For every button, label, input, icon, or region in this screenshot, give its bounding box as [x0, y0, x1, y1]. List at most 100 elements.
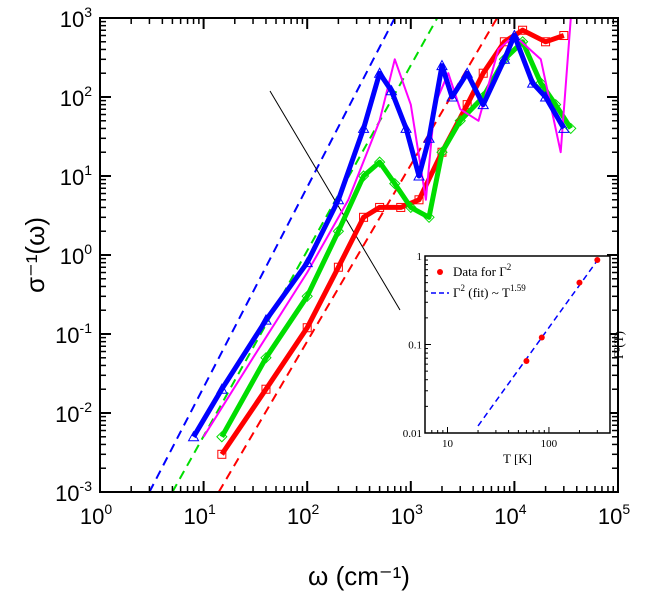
green-point [357, 170, 370, 182]
legend-fit-tail: (fit) ~ T [465, 285, 510, 300]
x-tick-exp: 0 [104, 501, 112, 517]
x-tick-label: 103 [391, 501, 423, 529]
red-point [518, 25, 528, 35]
inset-y-tick-label: 1 [417, 251, 423, 263]
inset-y-tick-label: 0.01 [403, 428, 422, 440]
green-point [301, 290, 313, 303]
y-tick-exp: -2 [80, 399, 93, 415]
y-tick-base: 10 [60, 244, 84, 269]
y-tick-exp: 0 [84, 241, 92, 257]
red-point [375, 202, 385, 212]
legend-data-sup: 2 [507, 262, 512, 272]
red-point [302, 323, 312, 333]
y-tick-exp: 2 [84, 83, 92, 99]
inset-data-point [576, 279, 583, 286]
x-axis-title: ω (cm⁻¹) [308, 561, 410, 591]
x-tick-exp: 5 [622, 501, 630, 517]
legend-data-marker [437, 269, 443, 275]
x-tick-exp: 3 [415, 501, 423, 517]
x-tick-base: 10 [391, 504, 415, 529]
blue-point [446, 90, 458, 102]
y-tick-exp: -3 [80, 478, 93, 494]
x-tick-label: 100 [80, 501, 112, 529]
blue-point [539, 90, 552, 102]
y-tick-exp: 3 [84, 4, 92, 20]
y-tick-label: 100 [60, 241, 92, 269]
red-point [462, 100, 472, 110]
blue-point [477, 98, 490, 110]
green-point [454, 115, 466, 127]
blue-point [373, 67, 386, 78]
inset-y-tick-label: 0.1 [408, 340, 422, 352]
green-point [565, 122, 577, 135]
inset-data-point [594, 257, 601, 264]
red-point [414, 195, 424, 205]
x-tick-label: 102 [287, 501, 319, 529]
green-point [436, 146, 448, 158]
blue-point [215, 383, 228, 394]
main-plot: 100 101 102 103 104 10510-310-210-11001011021… [20, 4, 630, 591]
y-tick-base: 10 [55, 323, 79, 348]
x-tick-base: 10 [183, 504, 207, 529]
blue-point [260, 314, 272, 325]
inset-data-point [523, 358, 530, 365]
legend-fit-label: Γ2 (fit) ~ T1.59 [453, 283, 526, 300]
blue-point [498, 53, 511, 64]
red-point [396, 202, 406, 212]
x-tick-base: 10 [598, 504, 622, 529]
y-tick-base: 10 [55, 402, 79, 427]
legend-fit-exp: 1.59 [510, 283, 526, 293]
inset-data-point [538, 334, 545, 341]
blue-point [332, 193, 345, 205]
legend-fit-text: Γ [453, 285, 461, 300]
blue-point [436, 59, 448, 71]
red-point [559, 31, 569, 41]
inset-x-tick-label: 100 [541, 438, 558, 450]
red-point [541, 37, 551, 47]
inset-x-tick-label: 10 [442, 438, 454, 450]
y-tick-label: 10-2 [55, 399, 92, 427]
x-tick-label: 101 [183, 501, 215, 529]
red-point [333, 262, 343, 272]
green-point [389, 177, 401, 190]
blue-point [423, 132, 435, 143]
inset-x-axis-title: T [K] [503, 451, 532, 466]
x-tick-exp: 4 [519, 501, 527, 517]
x-tick-base: 10 [80, 504, 104, 529]
y-tick-label: 10-1 [55, 320, 92, 348]
x-tick-label: 104 [494, 501, 526, 529]
blue-point [385, 84, 398, 96]
y-tick-label: 10-3 [55, 478, 92, 506]
green-point [405, 201, 417, 214]
y-tick-base: 10 [55, 481, 79, 506]
x-tick-exp: 1 [208, 501, 216, 517]
blue-point [413, 169, 425, 181]
y-tick-exp: -1 [80, 320, 93, 336]
x-tick-label: 105 [598, 501, 630, 529]
x-tick-base: 10 [287, 504, 311, 529]
y-tick-label: 102 [60, 83, 92, 111]
red-point [261, 384, 271, 394]
y-tick-base: 10 [60, 165, 84, 190]
green-point [535, 77, 547, 89]
red-point [359, 212, 369, 222]
y-tick-exp: 1 [84, 162, 92, 178]
inset-y-axis-title: Γ²(T) [611, 331, 626, 359]
blue-point [301, 256, 314, 268]
blue-point [400, 122, 412, 133]
blue-point [526, 77, 539, 88]
x-tick-exp: 2 [312, 501, 320, 517]
green-point [332, 225, 345, 237]
green-point [373, 156, 386, 168]
red-point [217, 449, 227, 459]
green-series-line [219, 39, 573, 439]
inset-fit-line [477, 256, 602, 427]
blue-point [357, 122, 370, 133]
y-tick-base: 10 [60, 86, 84, 111]
y-tick-label: 103 [60, 4, 92, 32]
red-point [478, 68, 488, 78]
green-point [260, 352, 272, 364]
blue-point [557, 122, 570, 133]
